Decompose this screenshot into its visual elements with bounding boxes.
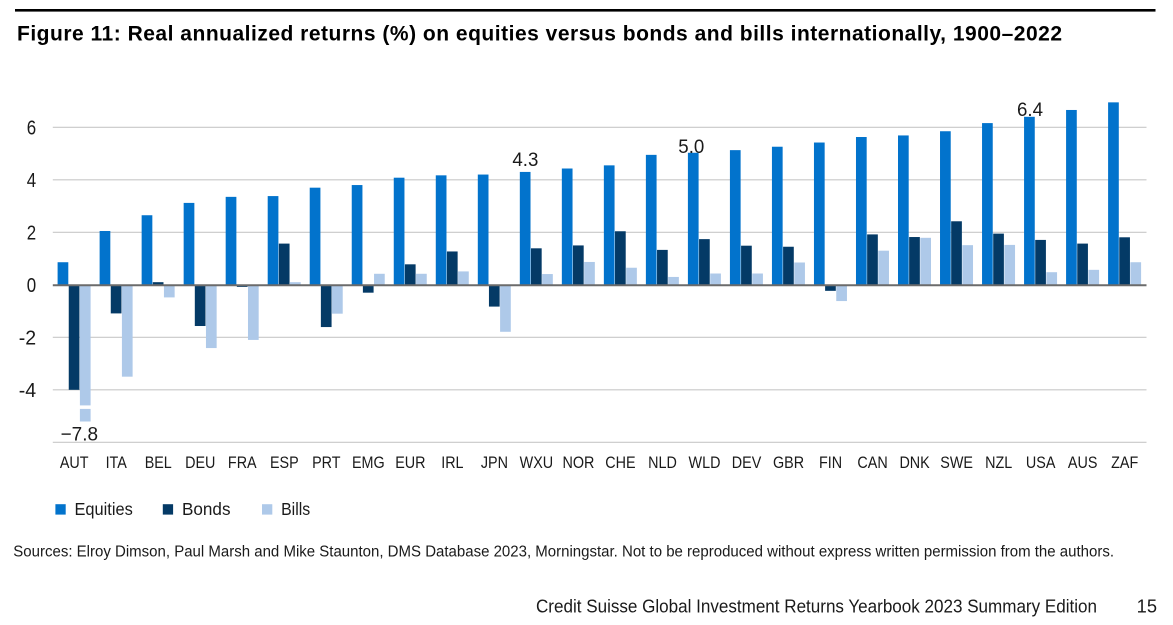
svg-text:Bills: Bills — [281, 499, 310, 519]
svg-text:AUS: AUS — [1068, 453, 1098, 472]
svg-text:USA: USA — [1026, 453, 1056, 472]
svg-text:ZAF: ZAF — [1111, 453, 1138, 472]
svg-text:Figure 11: Real annualized ret: Figure 11: Real annualized returns (%) o… — [17, 22, 1062, 45]
svg-text:BEL: BEL — [145, 453, 172, 472]
svg-text:0: 0 — [27, 275, 36, 297]
svg-text:WLD: WLD — [689, 453, 721, 472]
svg-text:Equities: Equities — [75, 499, 134, 519]
svg-text:CAN: CAN — [857, 453, 887, 472]
svg-text:-4: -4 — [19, 380, 36, 402]
svg-text:FRA: FRA — [228, 453, 257, 472]
svg-text:NZL: NZL — [985, 453, 1012, 472]
svg-text:NOR: NOR — [562, 453, 594, 472]
svg-text:ITA: ITA — [106, 453, 128, 472]
svg-text:FIN: FIN — [819, 453, 842, 472]
svg-text:GBR: GBR — [773, 453, 804, 472]
svg-text:IRL: IRL — [441, 453, 463, 472]
svg-text:Bonds: Bonds — [182, 499, 231, 519]
svg-text:DEV: DEV — [732, 453, 762, 472]
svg-text:NLD: NLD — [648, 453, 677, 472]
svg-text:-2: -2 — [19, 328, 36, 350]
svg-text:WXU: WXU — [520, 453, 554, 472]
svg-text:−7.8: −7.8 — [61, 424, 98, 446]
svg-text:15: 15 — [1137, 595, 1157, 616]
svg-text:5.0: 5.0 — [678, 136, 704, 158]
svg-text:JPN: JPN — [481, 453, 508, 472]
svg-text:4.3: 4.3 — [512, 149, 538, 171]
svg-text:Sources: Elroy Dimson, Paul Ma: Sources: Elroy Dimson, Paul Marsh and Mi… — [13, 543, 1114, 560]
svg-text:EUR: EUR — [395, 453, 425, 472]
svg-text:CHE: CHE — [605, 453, 635, 472]
svg-text:DNK: DNK — [899, 453, 929, 472]
svg-text:ESP: ESP — [270, 453, 299, 472]
svg-text:SWE: SWE — [940, 453, 973, 472]
svg-text:PRT: PRT — [312, 453, 340, 472]
svg-text:EMG: EMG — [352, 453, 385, 472]
svg-text:6.4: 6.4 — [1017, 99, 1043, 121]
svg-text:DEU: DEU — [185, 453, 215, 472]
svg-text:4: 4 — [27, 170, 36, 192]
svg-text:Credit Suisse Global Investmen: Credit Suisse Global Investment Returns … — [536, 595, 1097, 616]
svg-text:6: 6 — [27, 118, 36, 140]
svg-text:2: 2 — [27, 223, 36, 245]
svg-text:AUT: AUT — [60, 453, 89, 472]
